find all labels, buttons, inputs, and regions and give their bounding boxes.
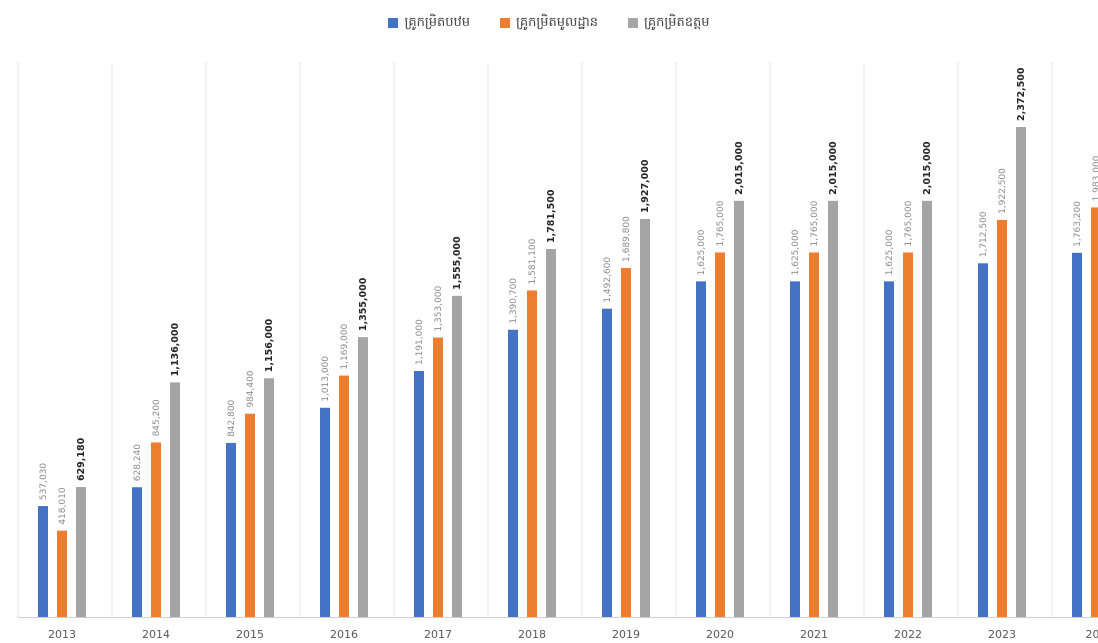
data-label-1-2016: 1,013,000 — [321, 356, 331, 402]
x-tick-label-2020: 2020 — [706, 628, 734, 641]
bar-2-2021 — [809, 252, 819, 618]
x-tick-label-2019: 2019 — [612, 628, 640, 641]
data-label-3-2022: 2,015,000 — [922, 141, 933, 195]
data-label-3-2019: 1,927,000 — [640, 159, 651, 213]
data-label-1-2022: 1,625,000 — [885, 229, 895, 275]
x-tick-label-2018: 2018 — [518, 628, 546, 641]
data-label-1-2013: 537,030 — [39, 463, 49, 500]
bar-2-2018 — [527, 290, 537, 617]
data-label-1-2021: 1,625,000 — [791, 229, 801, 275]
legend-item-3: គ្រូកម្រិតឧត្តម — [628, 14, 710, 33]
data-label-2-2022: 1,765,000 — [904, 200, 914, 246]
data-label-2-2021: 1,765,000 — [810, 200, 820, 246]
data-label-2-2020: 1,765,000 — [716, 200, 726, 246]
bar-3-2021 — [828, 200, 838, 617]
bar-2-2017 — [433, 337, 443, 617]
x-tick-label-2022: 2022 — [894, 628, 922, 641]
data-label-3-2021: 2,015,000 — [828, 141, 839, 195]
bar-1-2014 — [132, 487, 142, 617]
legend-item-2: គ្រូកម្រិតមូលដ្ឋាន — [499, 14, 598, 33]
data-label-3-2016: 1,355,000 — [358, 277, 369, 331]
data-label-3-2014: 1,136,000 — [170, 322, 181, 376]
bar-3-2020 — [734, 200, 744, 617]
data-label-2-2024: 1,983,000 — [1092, 155, 1098, 201]
data-label-2-2023: 1,922,500 — [998, 168, 1008, 214]
bar-1-2013 — [38, 506, 48, 617]
bar-3-2014 — [170, 382, 180, 617]
bar-1-2015 — [226, 442, 236, 617]
bar-1-2020 — [696, 281, 706, 617]
bar-1-2023 — [978, 263, 988, 617]
bar-1-2018 — [508, 329, 518, 617]
data-label-2-2014: 845,200 — [152, 399, 162, 436]
legend-swatch-1 — [388, 18, 399, 28]
legend-label-2: គ្រូកម្រិតមូលដ្ឋាន — [515, 14, 598, 30]
data-label-1-2024: 1,763,200 — [1073, 201, 1083, 247]
data-label-1-2023: 1,712,500 — [979, 211, 989, 257]
x-tick-label-2013: 2013 — [48, 628, 76, 641]
x-tick-label-2021: 2021 — [800, 628, 828, 641]
bar-2-2020 — [715, 252, 725, 618]
bar-2-2022 — [903, 252, 913, 618]
data-label-1-2018: 1,390,700 — [509, 278, 519, 324]
data-label-2-2013: 418,010 — [58, 487, 68, 524]
bar-3-2018 — [546, 249, 556, 617]
legend-swatch-3 — [628, 18, 638, 28]
data-label-1-2020: 1,625,000 — [697, 229, 707, 275]
data-label-2-2018: 1,581,100 — [528, 238, 538, 284]
bar-2-2023 — [997, 219, 1007, 617]
bar-3-2017 — [452, 295, 462, 617]
data-label-1-2014: 628,240 — [133, 444, 143, 481]
x-tick-label-2015: 2015 — [236, 628, 264, 641]
data-label-3-2020: 2,015,000 — [734, 141, 745, 195]
data-label-3-2023: 2,372,500 — [1016, 67, 1027, 121]
x-tick-label-2014: 2014 — [142, 628, 170, 641]
data-label-3-2017: 1,555,000 — [452, 236, 463, 290]
x-tick-label-2024: 202 — [1086, 628, 1098, 641]
bar-1-2022 — [884, 281, 894, 617]
bar-2-2015 — [245, 413, 255, 617]
data-label-1-2015: 842,800 — [227, 399, 237, 436]
legend-label-1: គ្រូកម្រិតបឋម — [404, 14, 470, 30]
bar-1-2024 — [1072, 252, 1082, 617]
data-label-2-2016: 1,169,000 — [340, 323, 350, 369]
bar-2-2024 — [1091, 207, 1098, 617]
bar-1-2019 — [602, 308, 612, 617]
bar-3-2023 — [1016, 126, 1026, 618]
data-label-2-2015: 984,400 — [246, 370, 256, 407]
legend-swatch-2 — [499, 18, 510, 28]
data-label-2-2017: 1,353,000 — [434, 285, 444, 331]
data-label-3-2018: 1,781,500 — [546, 189, 557, 243]
legend-label-3: គ្រូកម្រិតឧត្តម — [644, 14, 710, 30]
data-label-1-2019: 1,492,600 — [603, 257, 613, 303]
bar-3-2019 — [640, 219, 650, 618]
bar-2-2013 — [57, 530, 67, 617]
bar-3-2016 — [358, 337, 368, 617]
data-label-3-2013: 629,180 — [76, 437, 87, 481]
bar-2-2019 — [621, 267, 631, 617]
bar-1-2016 — [320, 407, 330, 617]
bar-3-2015 — [264, 378, 274, 617]
x-tick-label-2016: 2016 — [330, 628, 358, 641]
bar-3-2022 — [922, 200, 932, 617]
bar-1-2021 — [790, 281, 800, 617]
data-label-3-2015: 1,156,000 — [264, 318, 275, 372]
bar-2-2014 — [151, 442, 161, 617]
data-label-2-2019: 1,689,800 — [622, 216, 632, 262]
x-tick-label-2023: 2023 — [988, 628, 1016, 641]
legend-item-1: គ្រូកម្រិតបឋម — [388, 14, 470, 33]
bar-3-2013 — [76, 487, 86, 617]
bar-1-2017 — [414, 371, 424, 617]
x-tick-label-2017: 2017 — [424, 628, 452, 641]
data-label-1-2017: 1,191,000 — [415, 319, 425, 365]
bar-2-2016 — [339, 375, 349, 617]
legend: គ្រូកម្រិតបឋម គ្រូកម្រិតមូលដ្ឋាន គ្រូកម្… — [0, 10, 1098, 36]
